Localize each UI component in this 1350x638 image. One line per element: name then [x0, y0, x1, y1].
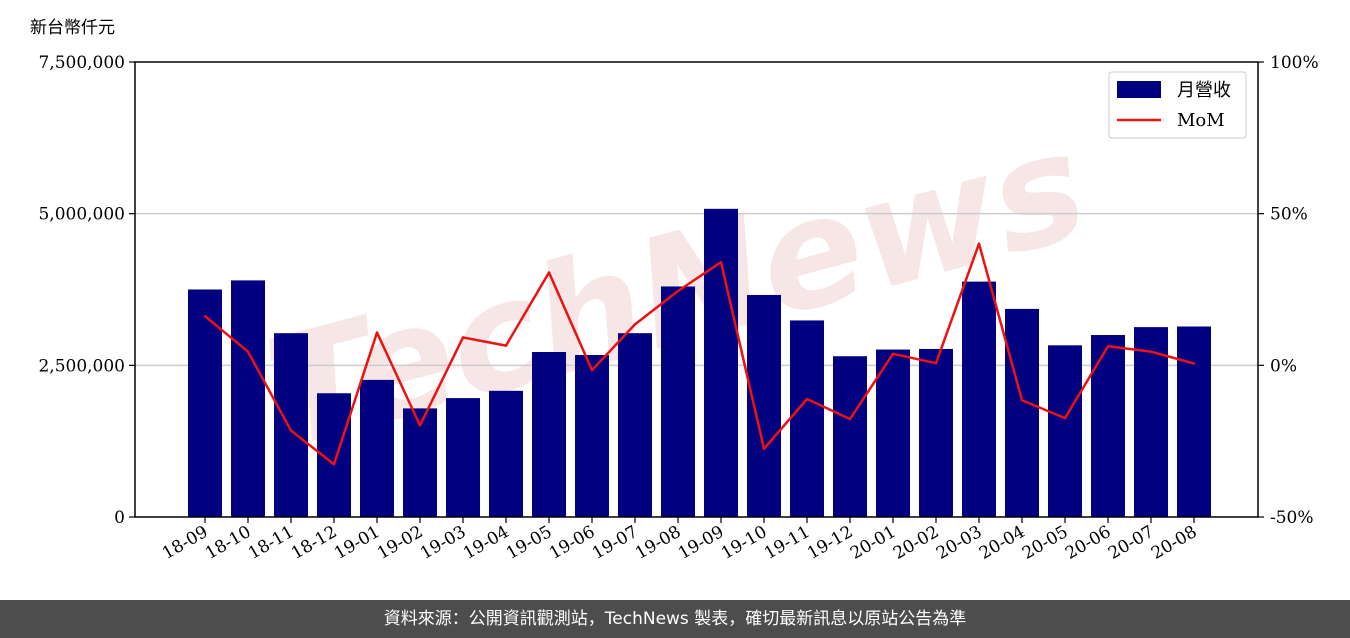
x-tick-label: 19-01 — [331, 522, 383, 564]
mom-point-19-07 — [633, 323, 637, 326]
x-tick-label: 19-07 — [589, 522, 641, 564]
mom-line-series — [203, 242, 1196, 466]
mom-point-19-05 — [547, 271, 551, 274]
mom-point-19-12 — [848, 417, 852, 421]
x-tick-label: 20-07 — [1105, 522, 1157, 564]
bar-20-07 — [1134, 327, 1168, 517]
x-tick-label: 20-02 — [890, 522, 942, 564]
bar-20-01 — [876, 349, 910, 517]
bar-18-09 — [188, 289, 222, 517]
mom-point-20-06 — [1106, 345, 1110, 348]
x-tick-label: 20-03 — [933, 522, 985, 564]
x-tick-label: 20-04 — [976, 522, 1028, 564]
mom-point-18-09 — [203, 314, 207, 318]
bar-20-04 — [1005, 308, 1039, 517]
mom-point-19-06 — [590, 368, 594, 372]
mom-point-19-02 — [418, 424, 422, 427]
x-tick-label: 20-06 — [1062, 522, 1114, 564]
y-right-tick-label: -50% — [1270, 508, 1314, 528]
legend: 月營收 MoM — [1108, 71, 1247, 139]
x-tick-label: 19-03 — [417, 522, 469, 564]
mom-point-20-08 — [1192, 362, 1196, 365]
mom-point-20-02 — [934, 362, 938, 365]
bar-19-03 — [446, 398, 480, 517]
mom-line — [204, 242, 1195, 466]
x-tick-label: 19-10 — [718, 522, 770, 564]
bar-19-08 — [661, 286, 695, 517]
mom-point-20-05 — [1063, 416, 1067, 420]
mom-point-18-10 — [246, 350, 250, 353]
y-right-tick-label: 50% — [1270, 205, 1308, 225]
bar-19-11 — [790, 320, 824, 517]
x-tick-label: 18-12 — [288, 522, 340, 564]
mom-point-19-10 — [762, 447, 766, 450]
mom-point-18-12 — [332, 463, 336, 466]
bar-20-03 — [962, 281, 996, 517]
x-tick-label: 18-09 — [159, 522, 211, 564]
bar-19-01 — [360, 379, 394, 517]
mom-point-19-01 — [375, 331, 379, 334]
mom-point-20-03 — [977, 242, 981, 245]
x-tick-label: 19-11 — [761, 522, 813, 564]
bar-19-05 — [532, 351, 566, 517]
x-tick-label: 20-05 — [1019, 522, 1071, 564]
bar-19-06 — [575, 355, 609, 517]
x-tick-label: 20-08 — [1148, 522, 1200, 564]
y-left-tick-label: 7,500,000 — [38, 53, 125, 73]
x-tick-label: 19-02 — [374, 522, 426, 564]
x-tick-label: 19-05 — [503, 522, 555, 564]
bar-19-04 — [489, 390, 523, 517]
bar-20-06 — [1091, 335, 1125, 517]
mom-point-19-11 — [805, 397, 809, 401]
bar-18-11 — [274, 333, 308, 517]
bar-20-02 — [919, 348, 953, 517]
bar-19-12 — [833, 356, 867, 517]
x-tick-label: 19-04 — [460, 522, 512, 564]
bar-18-10 — [231, 280, 265, 517]
mom-point-19-03 — [461, 336, 465, 339]
legend-line-label: MoM — [1177, 110, 1225, 131]
chart: TechNews 新台幣仟元 02,500,0005,000,0007,500,… — [30, 18, 1319, 564]
bar-19-09 — [704, 208, 738, 517]
mom-point-19-08 — [676, 289, 680, 293]
x-tick-label: 19-09 — [675, 522, 727, 564]
bar-19-07 — [618, 333, 652, 517]
mom-point-19-09 — [719, 261, 723, 264]
x-tick-label: 19-08 — [632, 522, 684, 564]
plot-frame — [134, 61, 1259, 518]
bar-series — [188, 208, 1211, 517]
source-footer: 資料來源：公開資訊觀測站，TechNews 製表，確切最新訊息以原站公告為準 — [0, 600, 1350, 638]
bar-20-05 — [1048, 345, 1082, 517]
y-left-tick-label: 5,000,000 — [38, 205, 125, 225]
y-axis-unit-label: 新台幣仟元 — [30, 18, 115, 38]
y-left-tick-label: 0 — [114, 508, 125, 528]
mom-point-20-01 — [891, 352, 895, 356]
y-right-tick-label: 100% — [1270, 53, 1319, 73]
mom-point-18-11 — [289, 429, 293, 432]
mom-point-20-04 — [1020, 399, 1024, 402]
x-tick-label: 18-11 — [245, 522, 297, 564]
x-tick-label: 19-12 — [804, 522, 856, 564]
x-tick-label: 20-01 — [847, 522, 899, 564]
bar-20-08 — [1177, 326, 1211, 517]
legend-bar-label: 月營收 — [1177, 80, 1231, 101]
x-tick-label: 19-06 — [546, 522, 598, 564]
mom-point-19-04 — [504, 344, 508, 347]
bar-19-10 — [747, 294, 781, 517]
legend-bar-swatch — [1117, 81, 1161, 98]
y-left-tick-label: 2,500,000 — [38, 356, 125, 376]
x-tick-label: 18-10 — [202, 522, 254, 564]
mom-point-20-07 — [1149, 350, 1153, 353]
y-right-tick-label: 0% — [1270, 356, 1297, 376]
